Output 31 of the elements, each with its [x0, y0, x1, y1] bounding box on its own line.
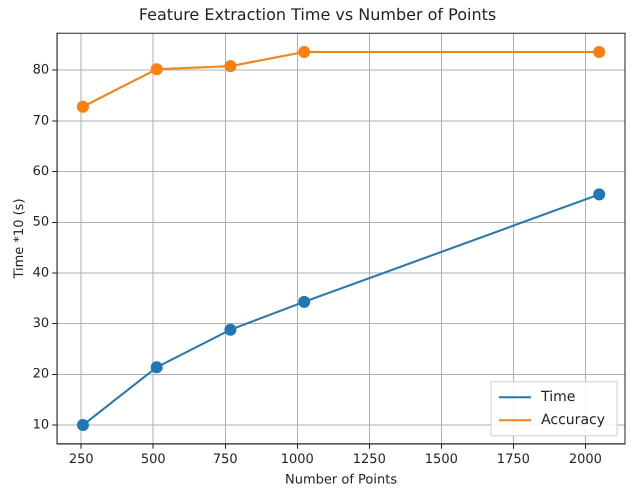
x-tick-label: 1000: [280, 452, 314, 467]
x-tick-label: 2000: [568, 452, 602, 467]
x-axis-title: Number of Points: [285, 472, 398, 488]
point: [150, 63, 163, 76]
y-tick-label: 60: [32, 164, 50, 179]
point: [224, 60, 236, 72]
y-tick-label: 10: [32, 417, 50, 432]
point: [298, 46, 310, 58]
x-tick-label: 1250: [352, 452, 386, 467]
point: [150, 361, 163, 374]
y-axis-title: Time *10 (s): [12, 198, 28, 280]
y-tick-label: 30: [32, 316, 50, 332]
x-tick-label: 750: [212, 452, 238, 467]
legend-label: Accuracy: [541, 412, 606, 428]
y-tick-label: 50: [32, 214, 50, 230]
point: [593, 46, 606, 58]
y-tick-label: 70: [32, 113, 50, 128]
x-tick-label: 500: [140, 452, 166, 467]
y-tick-label: 20: [32, 366, 50, 382]
point: [76, 100, 89, 113]
x-tick-label: 250: [68, 452, 94, 467]
y-tick-label: 80: [32, 62, 50, 78]
chart-title: Feature Extraction Time vs Number of Points: [138, 4, 496, 24]
point: [76, 419, 89, 432]
y-tick-label: 40: [32, 265, 50, 280]
point: [224, 324, 236, 336]
x-tick-label: 1750: [496, 452, 530, 467]
x-tick-label: 1500: [424, 452, 458, 467]
legend-label: Time: [540, 388, 576, 405]
point: [298, 296, 310, 308]
point: [593, 188, 606, 200]
